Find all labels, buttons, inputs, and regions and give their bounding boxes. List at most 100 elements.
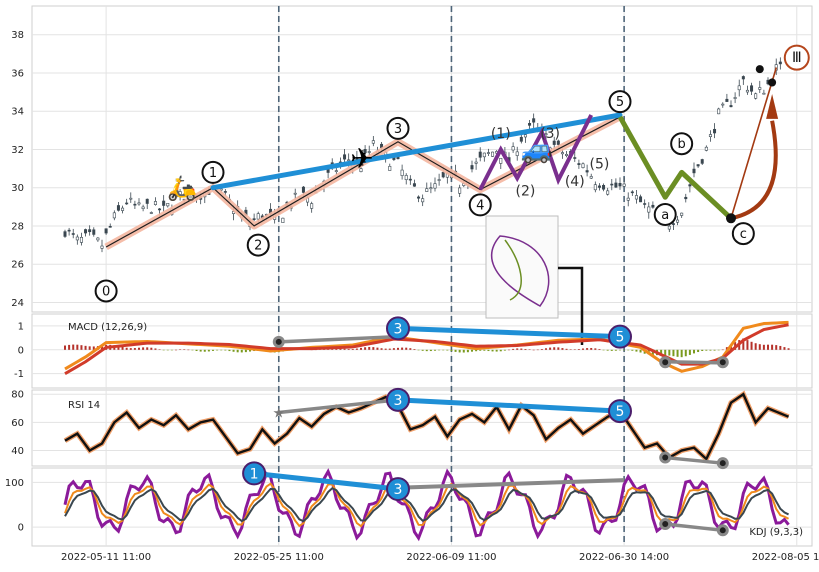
candle-body (721, 103, 725, 106)
macd-histogram-bar (528, 349, 531, 350)
candle-body (129, 197, 133, 200)
macd-histogram-bar (405, 347, 408, 350)
x-tick-label: 2022-05-25 11:00 (234, 552, 324, 563)
macd-histogram-bar (475, 349, 478, 352)
candle-body (96, 237, 100, 241)
candle-body (708, 134, 712, 137)
candle-body (700, 159, 704, 164)
candle-body (552, 140, 556, 145)
rsi-marker-3-text: 3 (394, 393, 403, 409)
macd-histogram-bar (179, 349, 182, 350)
candle-body (174, 195, 178, 198)
candle-body (515, 151, 519, 156)
macd-histogram-bar (483, 349, 486, 351)
inset-loop-shape (504, 239, 522, 301)
candle-body (713, 128, 717, 134)
candle-body (458, 187, 462, 194)
candle-body (121, 207, 125, 211)
target-arrowhead (766, 93, 779, 119)
candle-body (359, 168, 363, 172)
candle-body (589, 176, 593, 179)
candle-body (491, 151, 495, 157)
macd-histogram-bar (664, 349, 667, 356)
macd-histogram-bar (520, 348, 523, 350)
macd-histogram-bar (598, 349, 601, 350)
rsi-y-tick-label: 40 (11, 446, 24, 457)
wave-c-label-ring (731, 222, 755, 246)
macd-marker-3-badge (386, 316, 410, 341)
wave-5-label-ring (608, 90, 632, 114)
macd-histogram-bar (783, 347, 786, 350)
macd-histogram-bar (409, 348, 412, 350)
candle-body (125, 202, 129, 205)
wave-a-label-ring (653, 202, 677, 226)
macd-histogram-bar (672, 349, 675, 357)
macd-histogram-bar (705, 349, 708, 351)
macd-divergence-line (278, 334, 399, 344)
rsi-star-icon: ★ (272, 406, 285, 422)
kdj-title: KDJ (9,3,3) (749, 527, 803, 538)
macd-histogram-bar (175, 349, 177, 351)
macd-histogram-bar (417, 349, 420, 351)
macd-histogram-bar (183, 349, 186, 350)
candle-body (166, 203, 170, 207)
candle-body (532, 118, 536, 123)
macd-histogram-bar (746, 340, 749, 350)
macd-y-tick-label: 0 (18, 345, 24, 356)
price-y-tick-label: 26 (11, 260, 24, 271)
macd-histogram-bar (549, 347, 552, 350)
macd-histogram-bar (742, 338, 745, 350)
macd-histogram-bar (713, 349, 716, 351)
macd-histogram-bar (228, 349, 231, 352)
macd-divergence-line (665, 359, 723, 365)
candle-body (667, 225, 671, 230)
target-arrow-line (730, 67, 778, 219)
candle-body (643, 203, 647, 205)
candle-body (651, 204, 655, 208)
macd-histogram-bar (199, 349, 202, 352)
macd-histogram-bar (491, 349, 494, 352)
candle-body (478, 151, 482, 158)
macd-histogram-bar (545, 348, 547, 350)
x-tick-label: 2022-08-05 13:00 (752, 552, 819, 563)
scooter-icon: 🛵 (167, 174, 197, 202)
candle-body (647, 206, 651, 213)
macd-histogram-bar (594, 348, 597, 350)
macd-histogram-bar (717, 349, 720, 351)
price-y-tick-label: 38 (11, 30, 24, 41)
macd-histogram-bar (351, 348, 354, 350)
macd-histogram-bar (771, 344, 774, 350)
candle-body (593, 184, 597, 191)
inset-loop-shape (491, 235, 550, 307)
x-tick-label: 2022-06-30 14:00 (579, 552, 669, 563)
macd-histogram-bar (495, 349, 498, 352)
macd-histogram-bar (557, 347, 560, 350)
candle-body (363, 149, 367, 154)
kdj-marker-3-text: 3 (394, 482, 403, 498)
macd-histogram-bar (524, 348, 527, 350)
candle-body (725, 98, 729, 102)
macd-histogram-bar (479, 349, 482, 351)
macd-histogram-bar (454, 349, 457, 352)
macd-histogram-bar (133, 348, 136, 350)
candle-body (88, 229, 92, 233)
macd-histogram-bar (442, 349, 445, 351)
x-tick-label: 2022-05-11 11:00 (61, 552, 151, 563)
rsi-divergence-line (665, 455, 723, 465)
target-curve-arrow (730, 120, 778, 221)
macd-histogram-bar (565, 348, 568, 350)
kdj-divergence-dot (662, 521, 669, 528)
candle-body (429, 187, 433, 190)
wave-c-label-text: c (740, 227, 747, 242)
candle-body (137, 202, 141, 205)
candle-body (256, 213, 260, 220)
candle-body (100, 245, 104, 249)
macd-histogram-bar (232, 349, 235, 352)
wave-0-label-text: 0 (102, 284, 110, 299)
macd-histogram-bar (619, 349, 621, 351)
candle-body (577, 163, 581, 165)
macd-histogram-bar (212, 349, 214, 351)
candle-body (754, 93, 758, 99)
kdj-trend-line (253, 470, 399, 492)
